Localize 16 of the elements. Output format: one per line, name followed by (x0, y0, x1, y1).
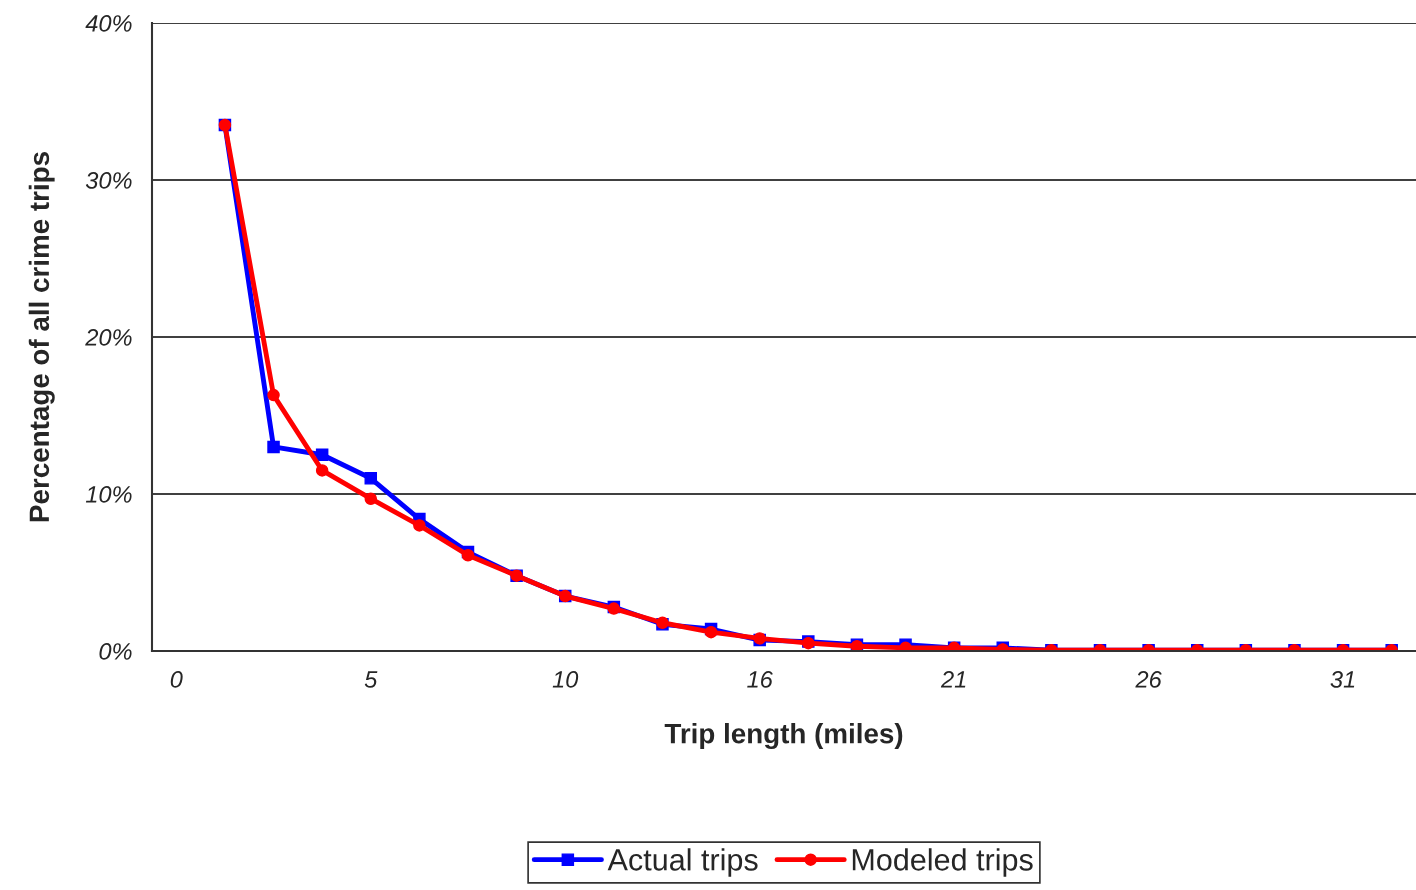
x-axis-title: Trip length (miles) (664, 723, 903, 750)
x-tick-label: 5 (364, 671, 378, 688)
x-tick-label: 0 (170, 671, 183, 688)
x-tick-label: 16 (747, 671, 773, 688)
x-tick-label: 21 (940, 671, 966, 688)
y-tick-label: 0% (99, 643, 132, 660)
legend-label: Modeled trips (852, 848, 1033, 877)
y-tick-label: 10% (85, 486, 132, 503)
y-tick-label: 30% (85, 172, 132, 189)
x-tick-label: 26 (1135, 671, 1162, 688)
y-tick-label: 40% (85, 15, 132, 32)
y-axis-title: Percentage of all crime trips (28, 152, 55, 522)
legend-label: Actual trips (607, 848, 758, 877)
x-tick-label: 10 (552, 671, 579, 688)
x-tick-label: 31 (1330, 671, 1355, 688)
y-tick-label: 20% (85, 329, 132, 346)
